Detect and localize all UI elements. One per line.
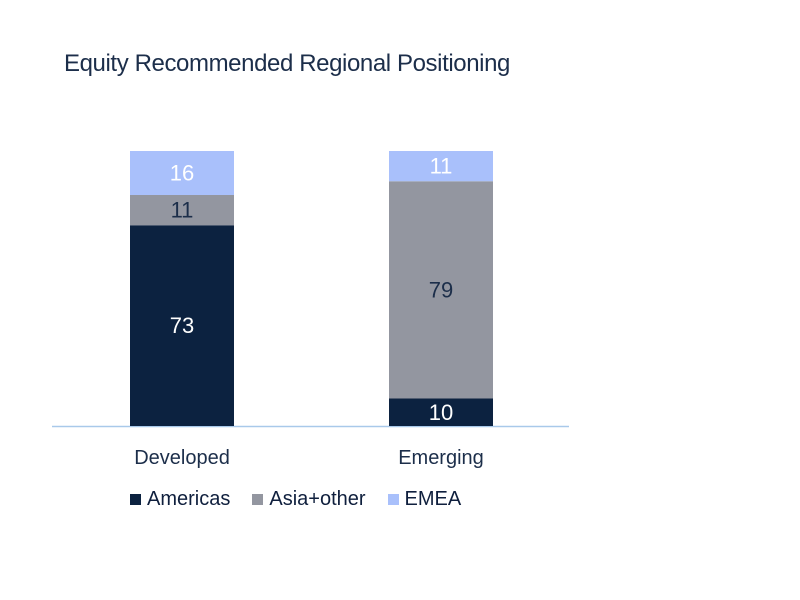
data-label: 73	[170, 313, 194, 338]
legend-swatch	[387, 494, 399, 505]
data-label: 10	[429, 400, 453, 425]
x-tick-label: Emerging	[398, 447, 484, 469]
bar-segment-emerging-americas	[389, 398, 493, 426]
legend-label: EMEA	[404, 488, 462, 510]
bar-segment-developed-americas	[130, 225, 234, 426]
data-label: 11	[171, 198, 194, 223]
chart-title: Equity Recommended Regional Positioning	[64, 50, 511, 77]
bar-segment-emerging-asia-other	[389, 181, 493, 399]
legend-item: Americas	[130, 488, 230, 511]
x-tick-label: Developed	[134, 447, 230, 469]
legend: Americas Asia+other EMEA	[130, 488, 483, 511]
legend-item: EMEA	[387, 488, 462, 511]
bar-segment-developed-emea	[130, 151, 234, 195]
bar-segment-developed-asia-other	[130, 195, 234, 226]
data-label: 11	[430, 154, 453, 179]
data-label: 79	[429, 277, 453, 302]
legend-label: Americas	[147, 488, 231, 510]
bar-segment-emerging-emea	[389, 151, 493, 182]
data-label: 16	[170, 161, 194, 186]
legend-swatch	[252, 494, 264, 505]
legend-item: Asia+other	[252, 488, 366, 511]
legend-label: Asia+other	[269, 488, 366, 510]
legend-swatch	[130, 494, 141, 505]
